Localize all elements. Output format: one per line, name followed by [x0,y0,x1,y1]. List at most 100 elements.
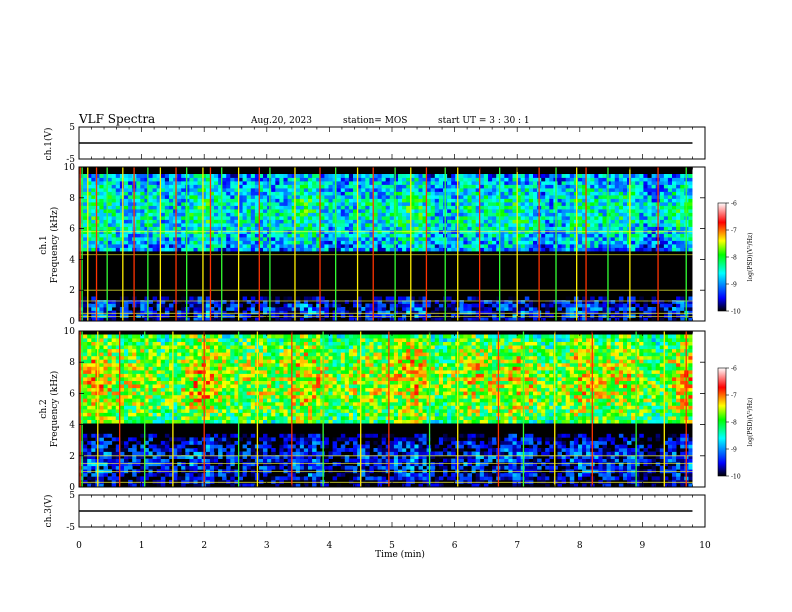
spectrogram-cell [639,237,644,241]
spectrogram-cell [623,177,628,182]
spectrogram-cell [447,310,452,315]
spectrogram-cell [83,205,88,210]
spectrogram-cell [459,303,464,308]
spectrogram-cell [164,341,170,346]
spectrogram-cell [299,307,305,311]
spectrogram-cell [586,233,591,238]
spectrogram-cell [578,300,583,304]
spectrogram-cell [426,209,432,213]
spectrogram-cell [103,352,108,357]
spectrogram-cell [136,237,141,241]
spectrogram-cell [144,202,149,206]
spectrogram-cell [242,247,248,252]
spectrogram-cell [418,177,423,182]
spectrogram-cell [140,398,145,403]
spectrogram-cell [635,223,640,227]
spectrogram-cell [222,237,227,241]
spectrogram-cell [79,188,84,192]
spectrogram-cell [103,244,108,248]
spectrogram-cell [111,300,117,304]
spectrogram-cell [344,177,350,182]
spectrogram-cell [181,296,186,301]
spectrogram-cell [631,205,636,210]
spectrogram-cell [254,223,260,227]
spectrogram-cell [434,223,440,227]
spectrogram-cell [250,188,256,192]
spectrogram-cell [402,237,407,241]
spectrogram-cell [128,219,133,224]
spectrogram-cell [676,240,681,245]
spectrogram-cell [663,212,669,217]
spectrogram-cell [561,174,567,178]
spectrogram-cell [83,437,88,442]
spectrogram-cell [377,202,383,206]
spectrogram-cell [275,184,280,189]
spectrogram-cell [389,314,395,318]
spectrogram-cell [422,233,427,238]
spectrogram-cell [467,209,472,213]
spectrogram-cell [83,223,88,227]
spectrogram-cell [528,314,534,318]
spectrogram-cell [463,237,468,241]
spectrogram-cell [340,191,346,196]
spectrogram-cell [91,394,96,399]
spectrogram-cell [590,303,595,308]
spectrogram-cell [279,202,284,206]
spectrogram-cell [340,184,346,189]
spectrogram-cell [426,247,432,252]
spectrogram-cell [561,233,567,238]
spectrogram-cell [418,310,423,315]
spectrogram-cell [222,310,227,315]
spectrogram-cell [308,219,313,224]
spectrogram-cell [635,212,640,217]
spectrogram-cell [124,401,129,406]
spectrogram-cell [623,226,628,231]
spectrogram-cell [438,205,444,210]
spectrogram-cell [365,310,370,315]
spectrogram-cell [160,448,166,452]
spectrogram-cell [516,205,522,210]
spectrogram-cell [557,303,562,308]
spectrogram-cell [181,216,186,220]
spectrogram-cell [324,181,329,185]
spectrogram-cell [115,341,121,346]
spectrogram-cell [242,212,248,217]
spectrogram-cell [107,352,113,357]
spectrogram-cell [164,244,170,248]
spectrogram-cell [148,247,153,252]
spectrogram-cell [91,448,96,452]
spectrogram-cell [271,191,276,196]
spectrogram-cell [124,188,129,192]
spectrogram-cell [164,212,170,217]
spectrogram-cell [259,195,264,199]
spectrogram-cell [107,348,113,353]
spectrogram-cell [128,209,133,213]
spectrogram-cell [516,307,522,311]
spectrogram-cell [377,184,383,189]
spectrogram-cell [672,184,677,189]
spectrogram-cell [79,405,84,410]
spectrogram-cell [680,247,685,252]
spectrogram-cell [663,310,669,315]
spectrogram-cell [119,391,125,396]
spectrogram-cell [173,181,178,185]
spectrogram-cell [144,384,149,389]
spectrogram-cell [663,174,669,178]
spectrogram-cell [393,233,399,238]
spectrogram-cell [688,177,693,182]
spectrogram-cell [459,300,464,304]
spectrogram-cell [291,314,297,318]
spectrogram-cell [242,310,248,315]
spectrogram-cell [275,209,280,213]
spectrogram-cell [148,398,153,403]
spectrogram-cell [586,195,591,199]
spectrogram-cell [271,310,276,315]
spectrogram-cell [222,198,227,203]
spectrogram-cell [422,300,427,304]
spectrogram-cell [148,433,153,438]
spectrogram-cell [557,188,562,192]
spectrogram-cell [197,226,203,231]
spectrogram-cell [156,174,162,178]
spectrogram-cell [565,303,571,308]
spectrogram-cell [598,177,603,182]
